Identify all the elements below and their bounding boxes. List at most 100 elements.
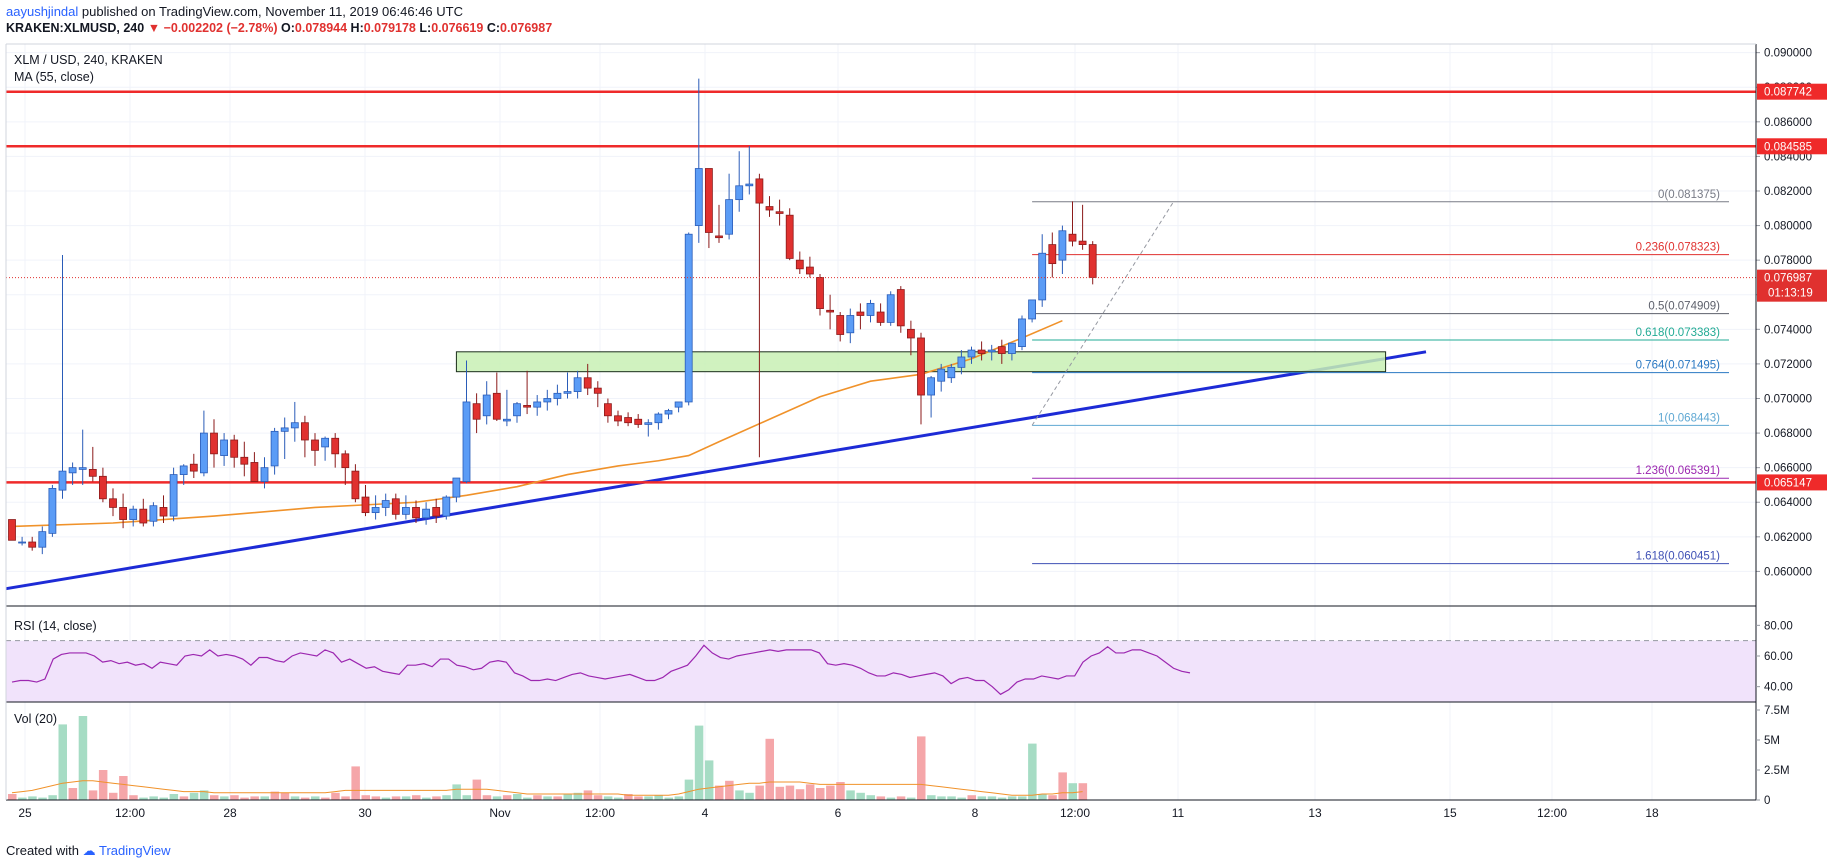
candle-body <box>472 403 481 420</box>
volume-bar <box>311 796 320 800</box>
volume-bar <box>260 796 269 800</box>
volume-bar <box>694 725 704 800</box>
candle <box>593 381 602 408</box>
candle <box>139 498 148 527</box>
candle-body <box>139 508 148 524</box>
candle <box>412 500 420 523</box>
candle-body <box>604 403 612 417</box>
candle-body <box>351 470 360 500</box>
candle-body <box>210 432 218 455</box>
volume-pane[interactable] <box>8 716 1088 800</box>
candle-body <box>290 422 299 429</box>
volume-bar <box>220 796 229 800</box>
volume-bar <box>452 784 461 800</box>
volume-bar <box>88 790 98 800</box>
volume-bar <box>805 784 815 800</box>
y-tick-label: 0.090000 <box>1764 48 1812 60</box>
x-tick-label: 30 <box>358 806 372 820</box>
candle <box>917 332 925 425</box>
candle <box>654 412 663 430</box>
volume-ma-line <box>11 780 1083 796</box>
candle-body <box>240 456 249 465</box>
volume-bar <box>149 796 158 800</box>
volume-bar <box>927 795 936 800</box>
volume-bar <box>775 786 785 800</box>
candle-body <box>300 422 309 441</box>
candle-body <box>311 439 319 451</box>
close-value: 0.076987 <box>500 21 553 35</box>
candle-body <box>664 410 673 415</box>
candle <box>78 429 87 485</box>
volume-bar <box>422 797 431 800</box>
volume-bar <box>533 795 542 800</box>
current-price-label: 0.076987 <box>1764 273 1812 285</box>
author-link[interactable]: aayushjindal <box>6 4 79 19</box>
fib-trend-connector <box>1031 201 1174 426</box>
candle-body <box>583 377 592 389</box>
candle-body <box>462 401 471 482</box>
candle-body <box>523 405 531 408</box>
y-tick-label: 0.086000 <box>1764 117 1812 129</box>
candle <box>210 419 218 468</box>
volume-bar <box>593 795 603 800</box>
candle <box>523 370 531 415</box>
candle <box>260 457 269 489</box>
volume-bar <box>634 796 643 800</box>
candle-body <box>957 356 966 368</box>
candle <box>149 502 158 527</box>
candle <box>644 419 653 437</box>
volume-bar <box>644 796 653 800</box>
volume-bar <box>300 797 310 800</box>
candle-body <box>48 488 57 534</box>
candle <box>1038 234 1047 307</box>
candle <box>48 484 57 537</box>
volume-bar <box>795 789 805 800</box>
volume-bar <box>78 716 88 800</box>
close-label: C: <box>486 21 501 35</box>
volume-bar <box>250 796 259 800</box>
change-value: −0.002202 (−2.78%) <box>163 21 278 35</box>
volume-bar <box>230 795 239 800</box>
candle <box>250 452 259 482</box>
candle <box>896 286 905 333</box>
volume-bar <box>432 796 441 800</box>
candle <box>129 505 138 527</box>
candle-body <box>624 417 632 424</box>
candle <box>694 78 703 243</box>
volume-bar <box>321 797 330 800</box>
tradingview-brand-link[interactable]: TradingView <box>99 843 171 858</box>
price-pane[interactable]: 0(0.081375) 0.236(0.078323) 0.5(0.074909) 0… <box>5 78 1756 591</box>
volume-bar <box>129 795 138 800</box>
rsi-pane[interactable] <box>6 640 1756 703</box>
volume-bar <box>462 795 471 800</box>
candle-body <box>230 439 239 458</box>
volume-bar <box>1048 795 1057 800</box>
candle-body <box>482 394 491 417</box>
volume-bar <box>886 797 896 800</box>
volume-bar <box>614 797 623 800</box>
candle <box>886 291 895 326</box>
candle <box>1068 201 1077 247</box>
candle-body <box>533 401 542 408</box>
tradingview-logo-icon: ☁ <box>82 843 96 858</box>
high-label: H: <box>350 21 364 35</box>
price-legend-title: XLM / USD, 240, KRAKEN <box>14 53 163 67</box>
candle-body <box>88 468 97 477</box>
candle-body <box>189 463 198 472</box>
candle-body <box>553 392 562 399</box>
candle <box>604 398 612 423</box>
candle-body <box>846 315 855 334</box>
candle-body <box>593 387 602 394</box>
volume-bar <box>472 779 482 800</box>
legends: XLM / USD, 240, KRAKEN MA (55, close) RS… <box>14 53 163 726</box>
candle-body <box>947 366 956 379</box>
candle <box>614 410 622 427</box>
volume-bar <box>1018 796 1027 800</box>
chart-canvas[interactable]: 0(0.081375) 0.236(0.078323) 0.5(0.074909) 0… <box>0 40 1828 840</box>
candle <box>68 462 77 485</box>
candle <box>624 412 632 427</box>
candle <box>179 464 188 485</box>
candle <box>472 393 481 434</box>
candle-body <box>775 211 784 214</box>
y-tick-label: 0.066000 <box>1764 463 1812 475</box>
